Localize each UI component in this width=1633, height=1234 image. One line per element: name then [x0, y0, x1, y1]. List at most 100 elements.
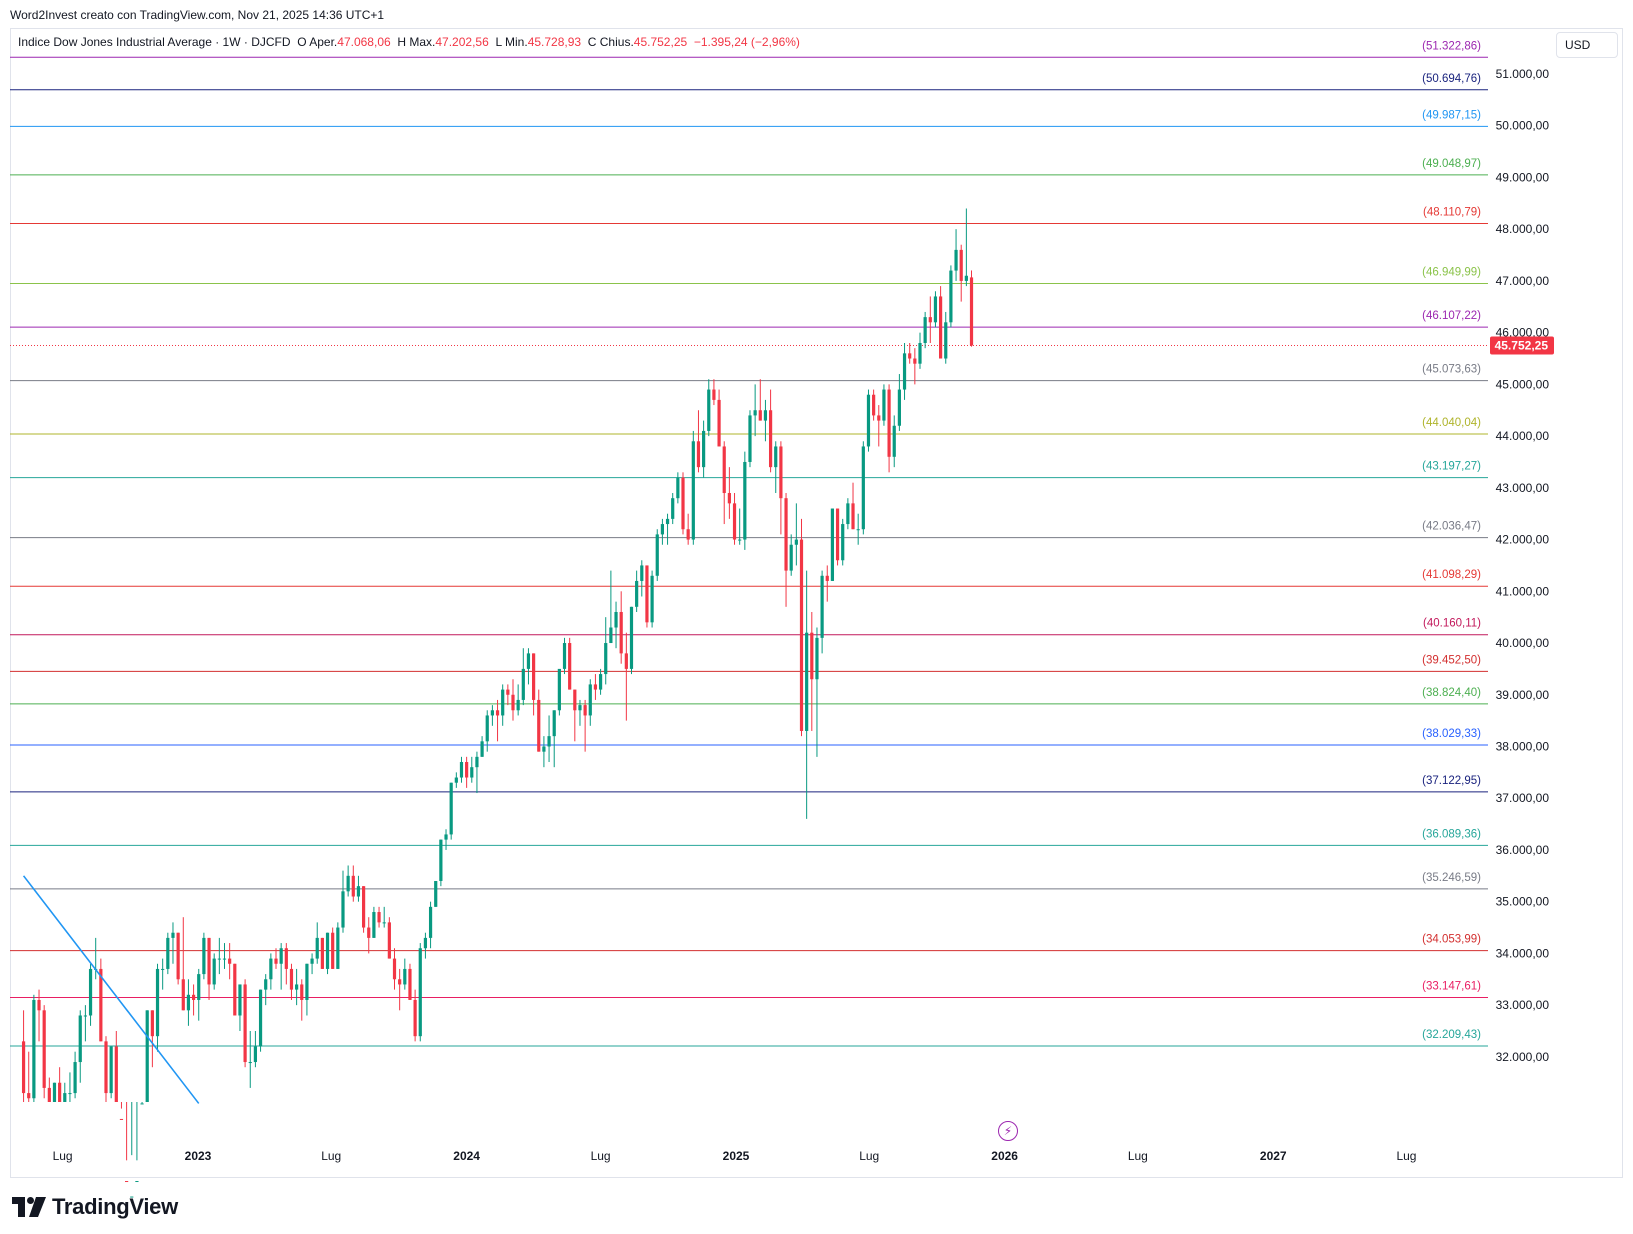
candle-body-143[interactable] [758, 410, 762, 421]
candle-body-102[interactable] [547, 736, 551, 747]
candle-body-168[interactable] [887, 389, 891, 457]
candle-body-70[interactable] [382, 922, 386, 924]
candle-body-162[interactable] [856, 529, 860, 531]
candle-body-93[interactable] [501, 689, 505, 716]
currency-selector[interactable]: USD [1556, 32, 1618, 58]
candle-body-26[interactable] [155, 968, 160, 1037]
candle-body-40[interactable] [228, 958, 232, 964]
candle-body-151[interactable] [799, 539, 804, 731]
candle-body-109[interactable] [583, 705, 587, 716]
candle-body-76[interactable] [413, 999, 417, 1037]
candle-body-10[interactable] [73, 1062, 77, 1094]
candle-body-55[interactable] [305, 963, 309, 1000]
candle-body-88[interactable] [475, 756, 479, 768]
candle-body-17[interactable] [109, 1046, 113, 1094]
candle-body-184[interactable] [969, 277, 974, 346]
candle-body-62[interactable] [341, 891, 345, 928]
candle-body-20[interactable] [125, 1181, 129, 1183]
candle-body-126[interactable] [671, 498, 675, 519]
candle-body-176[interactable] [928, 317, 932, 323]
candle-body-53[interactable] [295, 984, 299, 990]
candle-body-12[interactable] [83, 1015, 87, 1017]
candle-body-7[interactable] [58, 1082, 62, 1102]
candle-body-171[interactable] [902, 353, 907, 390]
candle-body-27[interactable] [161, 968, 165, 970]
candle-body-183[interactable] [964, 275, 968, 281]
candle-body-58[interactable] [320, 937, 324, 969]
candle-body-137[interactable] [727, 493, 731, 504]
candle-body-56[interactable] [310, 958, 314, 964]
candle-body-65[interactable] [356, 886, 361, 897]
candle-body-35[interactable] [202, 937, 206, 975]
candle-body-79[interactable] [428, 906, 433, 938]
candle-body-153[interactable] [810, 632, 814, 680]
candle-body-80[interactable] [434, 880, 438, 907]
candle-body-24[interactable] [145, 1010, 149, 1102]
candle-body-73[interactable] [398, 979, 402, 985]
event-bolt-icon[interactable]: ⚡ [998, 1121, 1018, 1141]
candle-body-108[interactable] [578, 705, 582, 711]
candle-body-139[interactable] [738, 539, 742, 541]
candle-body-130[interactable] [691, 441, 695, 540]
candle-body-174[interactable] [918, 342, 922, 364]
candle-body-140[interactable] [743, 461, 747, 540]
candle-body-120[interactable] [640, 565, 644, 581]
candle-body-13[interactable] [88, 968, 93, 1016]
candle-body-163[interactable] [861, 446, 865, 530]
candle-body-136[interactable] [722, 446, 726, 494]
candle-body-22[interactable] [135, 1181, 139, 1183]
candle-body-114[interactable] [609, 627, 613, 644]
candle-body-78[interactable] [423, 937, 428, 949]
candle-body-172[interactable] [908, 353, 912, 359]
candle-body-32[interactable] [186, 994, 191, 1011]
candle-body-9[interactable] [68, 1093, 72, 1095]
candle-body-29[interactable] [171, 932, 175, 938]
candle-body-8[interactable] [63, 1093, 67, 1102]
candle-body-98[interactable] [526, 653, 531, 669]
candle-body-39[interactable] [222, 958, 227, 960]
candle-body-138[interactable] [732, 503, 737, 540]
candle-body-38[interactable] [217, 958, 221, 960]
candle-body-85[interactable] [459, 762, 464, 778]
candle-body-18[interactable] [114, 1046, 118, 1102]
candle-body-52[interactable] [289, 968, 294, 990]
candle-body-59[interactable] [325, 932, 330, 969]
candle-body-132[interactable] [702, 430, 706, 468]
candle-body-57[interactable] [315, 937, 319, 959]
candle-body-34[interactable] [197, 974, 201, 1000]
candle-body-16[interactable] [104, 1041, 108, 1094]
candle-body-5[interactable] [47, 1087, 51, 1102]
candle-body-49[interactable] [274, 958, 278, 964]
candle-body-105[interactable] [562, 643, 567, 669]
candle-body-48[interactable] [269, 958, 273, 980]
candle-body-0[interactable] [21, 1041, 26, 1094]
candle-body-64[interactable] [351, 875, 355, 897]
candle-body-28[interactable] [166, 937, 170, 969]
candle-body-160[interactable] [846, 503, 850, 525]
candle-body-117[interactable] [624, 653, 628, 669]
candle-body-4[interactable] [42, 1010, 46, 1088]
candle-body-91[interactable] [490, 710, 494, 716]
candle-body-97[interactable] [521, 668, 525, 700]
candle-body-131[interactable] [696, 441, 701, 468]
candle-body-169[interactable] [892, 425, 896, 457]
candle-body-115[interactable] [614, 611, 618, 628]
candle-body-36[interactable] [207, 937, 211, 985]
candle-body-54[interactable] [300, 984, 304, 1000]
candle-body-19[interactable] [119, 1118, 124, 1120]
candle-body-149[interactable] [789, 544, 793, 571]
candle-body-99[interactable] [532, 653, 536, 700]
candle-body-2[interactable] [32, 999, 36, 1099]
candle-body-158[interactable] [835, 508, 840, 561]
candle-body-43[interactable] [243, 984, 247, 1063]
candle-body-144[interactable] [763, 410, 768, 421]
candle-body-82[interactable] [444, 834, 448, 840]
candle-body-41[interactable] [233, 963, 237, 1016]
candle-body-94[interactable] [506, 689, 510, 695]
candle-body-110[interactable] [588, 684, 592, 716]
candle-body-89[interactable] [480, 741, 484, 757]
candle-body-127[interactable] [676, 477, 680, 499]
candle-body-135[interactable] [717, 399, 721, 447]
candle-body-61[interactable] [336, 927, 340, 969]
candle-body-178[interactable] [939, 296, 943, 359]
